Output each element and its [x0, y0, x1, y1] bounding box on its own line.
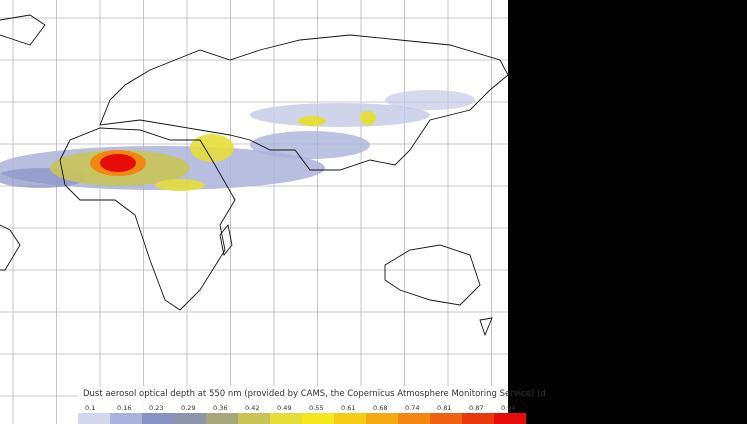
color-swatch	[366, 413, 398, 424]
legend-tick-label: 0.36	[213, 404, 227, 412]
color-swatch	[110, 413, 142, 424]
legend-tick-label: 0.16	[117, 404, 131, 412]
legend-tick-label: 0.87	[469, 404, 483, 412]
color-swatch	[174, 413, 206, 424]
colorbar: 0.1 0.16 0.23 0.29 0.36 0.42 0.49 0.55 0.61 0.68 0…	[78, 404, 526, 424]
color-swatch	[430, 413, 462, 424]
legend-tick-label: 0.55	[309, 404, 323, 412]
map-panel	[0, 0, 508, 424]
color-swatch	[462, 413, 494, 424]
legend-tick-label: 0.74	[405, 404, 419, 412]
color-swatch	[78, 413, 110, 424]
color-swatch	[206, 413, 238, 424]
color-swatch	[238, 413, 270, 424]
legend-tick-label: 0.42	[245, 404, 259, 412]
legend-tick-label: 0.49	[277, 404, 291, 412]
legend-title: Dust aerosol optical depth at 550 nm (pr…	[83, 389, 546, 399]
color-swatch	[494, 413, 526, 424]
coastlines	[0, 14, 509, 337]
color-swatch	[302, 413, 334, 424]
color-swatch	[142, 413, 174, 424]
dust-plume	[0, 90, 475, 191]
legend-tick-label: 0.94	[501, 404, 515, 412]
legend-tick-label: 0.81	[437, 404, 451, 412]
legend-tick-label: 0.23	[149, 404, 163, 412]
legend-tick-label: 0.29	[181, 404, 195, 412]
color-swatch	[398, 413, 430, 424]
color-swatch	[270, 413, 302, 424]
color-swatch	[334, 413, 366, 424]
legend-tick-label: 0.61	[341, 404, 355, 412]
legend-tick-label: 0.1	[85, 404, 95, 412]
legend-tick-label: 0.68	[373, 404, 387, 412]
